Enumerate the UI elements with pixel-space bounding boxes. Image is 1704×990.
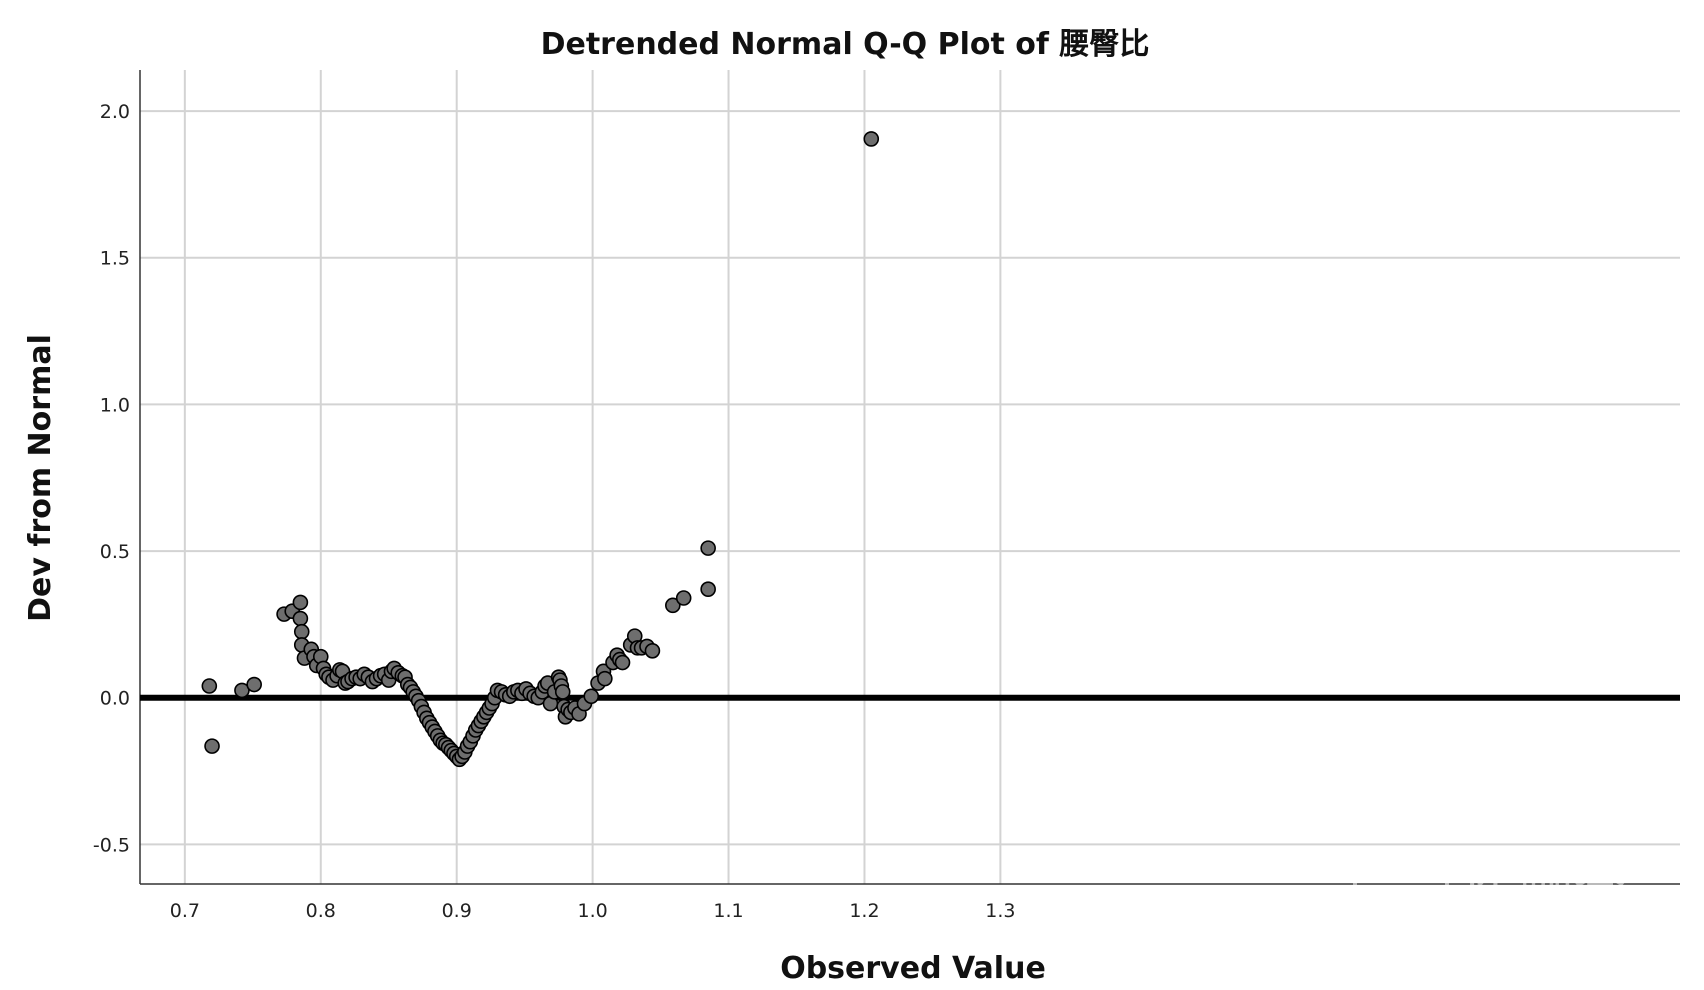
watermark-subtext: MEDIEAV GROUP bbox=[1467, 922, 1593, 940]
y-tick-label: 1.5 bbox=[100, 248, 130, 270]
data-point bbox=[292, 594, 309, 611]
data-point bbox=[292, 610, 309, 627]
watermark: 医咖会 MEDIEAV GROUP bbox=[1353, 850, 1627, 946]
y-tick-label: -0.5 bbox=[93, 834, 130, 856]
x-axis-label: Observed Value bbox=[780, 951, 1046, 986]
y-tick-label: 1.0 bbox=[100, 394, 130, 416]
y-tick-label: 0.5 bbox=[100, 541, 130, 563]
x-tick-label: 1.3 bbox=[985, 900, 1015, 922]
y-tick-label: 2.0 bbox=[100, 101, 130, 123]
data-point bbox=[293, 623, 310, 640]
data-point bbox=[700, 540, 716, 556]
x-tick-label: 1.0 bbox=[578, 900, 608, 922]
x-tick-label: 0.7 bbox=[170, 900, 200, 922]
x-tick-label: 0.9 bbox=[442, 900, 472, 922]
data-point bbox=[554, 684, 571, 700]
tick-labels: 0.7 0.8 0.9 1.0 1.1 1.2 1.3 -0.5 0.0 0.5 1.0 1.5 2.0 bbox=[93, 101, 1016, 922]
data-point bbox=[863, 131, 880, 147]
y-axis-label: Dev from Normal bbox=[23, 334, 58, 622]
chart-title: Detrended Normal Q-Q Plot of 腰臀比 bbox=[541, 27, 1150, 62]
data-point bbox=[234, 682, 250, 699]
data-point bbox=[246, 676, 262, 693]
data-point bbox=[675, 590, 692, 606]
axes bbox=[139, 70, 1680, 885]
x-tick-label: 0.8 bbox=[306, 900, 336, 922]
x-tick-label: 1.2 bbox=[849, 900, 879, 922]
data-point bbox=[614, 654, 631, 671]
watermark-logo-icon bbox=[1353, 850, 1449, 946]
x-tick-label: 1.1 bbox=[713, 900, 743, 922]
data-points bbox=[201, 131, 880, 768]
data-point bbox=[597, 670, 613, 687]
watermark-text: 医咖会 bbox=[1465, 860, 1627, 923]
data-point bbox=[700, 581, 716, 598]
data-point bbox=[583, 688, 600, 705]
y-tick-label: 0.0 bbox=[100, 688, 130, 710]
data-point bbox=[201, 678, 218, 694]
data-point bbox=[204, 738, 220, 754]
data-point bbox=[644, 642, 661, 659]
data-point bbox=[665, 597, 681, 614]
